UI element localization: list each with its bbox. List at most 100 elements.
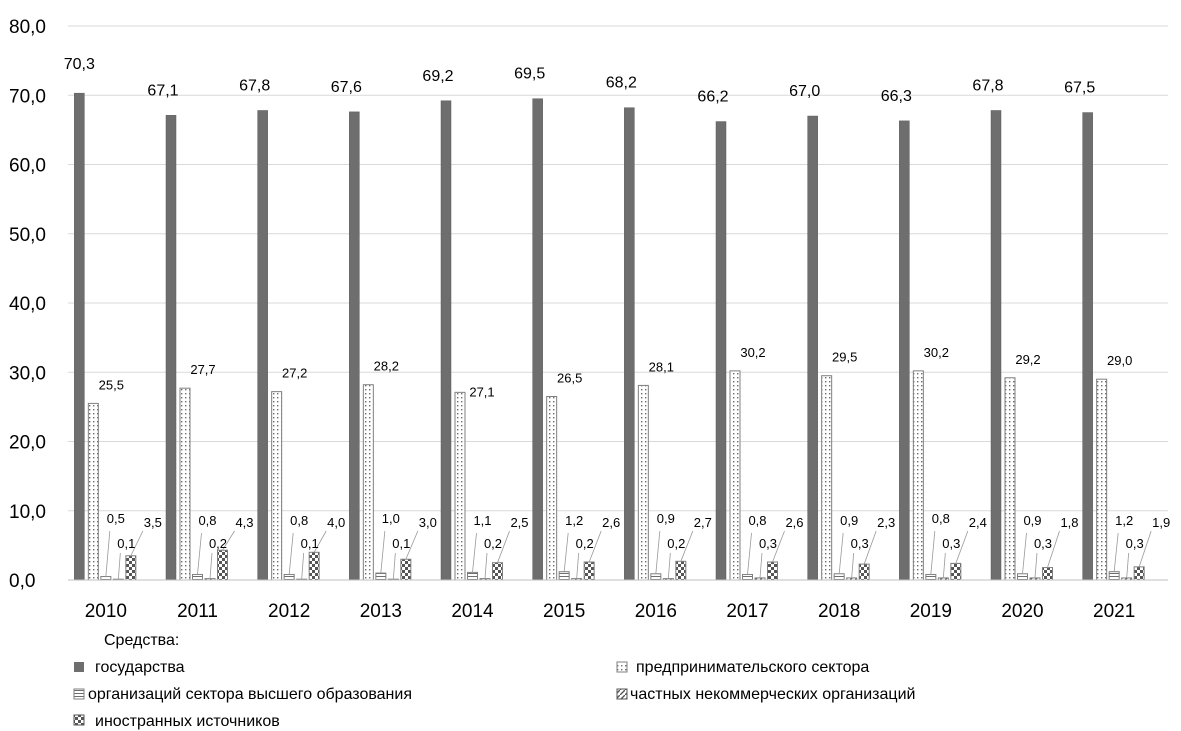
- data-label-gov: 67,8: [239, 77, 270, 94]
- leader-line: [105, 530, 111, 577]
- bar-business: [912, 370, 924, 581]
- data-label-gov: 67,8: [972, 77, 1003, 94]
- leader-line: [1126, 552, 1130, 578]
- data-label-nonprofit: 0,3: [759, 536, 777, 551]
- data-label-business: 25,5: [99, 377, 124, 392]
- data-label-higher-ed: 0,9: [657, 511, 675, 526]
- data-labels: 70,3 25,5 0,5 0,1 3,5 67,1 27,7 0,8 0,2 4,3 67,8 27…: [64, 56, 1170, 551]
- bar-business: [546, 395, 558, 581]
- bar-business: [821, 375, 833, 581]
- legend-swatch-nonprofit: [616, 688, 628, 700]
- leader-line: [222, 530, 235, 551]
- bar-gov: [1082, 112, 1093, 581]
- legend-label-nonprofit: частных некоммерческих организаций: [630, 686, 915, 703]
- leader-line: [759, 552, 763, 578]
- leader-line: [405, 530, 419, 560]
- x-tick-label: 2010: [85, 601, 127, 622]
- bar-higher-ed: [100, 576, 112, 581]
- bar-gov: [715, 121, 727, 581]
- bar-gov: [807, 115, 818, 581]
- bar-business: [637, 384, 649, 581]
- bar-gov: [899, 120, 910, 581]
- data-label-nonprofit: 0,1: [301, 536, 319, 551]
- leader-line: [942, 552, 946, 578]
- data-label-gov: 66,2: [697, 89, 728, 106]
- data-label-nonprofit: 0,3: [1126, 536, 1144, 551]
- bar-higher-ed: [833, 573, 845, 581]
- data-label-foreign: 2,3: [877, 515, 895, 530]
- data-label-business: 27,1: [469, 384, 494, 399]
- leader-line: [301, 552, 305, 580]
- legend-item-foreign: иностранных источников: [73, 713, 280, 730]
- legend-swatch-gov: [74, 662, 84, 672]
- leader-line: [930, 530, 936, 575]
- y-tick-label: 50,0: [9, 225, 46, 246]
- leader-line: [472, 532, 477, 573]
- bar-foreign: [675, 560, 687, 581]
- leader-line: [392, 552, 396, 580]
- data-label-nonprofit: 0,3: [942, 536, 960, 551]
- legend-label-business: предпринимательского сектора: [636, 659, 869, 676]
- data-label-gov: 67,0: [789, 83, 820, 100]
- leader-line: [1047, 530, 1060, 568]
- x-tick-label: 2014: [451, 601, 494, 622]
- bar-business: [271, 391, 283, 581]
- leader-line: [863, 530, 877, 565]
- bar-higher-ed: [925, 573, 937, 581]
- data-label-business: 29,2: [1015, 352, 1040, 367]
- legend-item-higher-ed: организаций сектора высшего образования: [73, 686, 412, 703]
- data-label-foreign: 3,5: [144, 515, 162, 530]
- bar-higher-ed: [467, 571, 478, 581]
- data-label-foreign: 2,6: [785, 515, 803, 530]
- x-tick-label: 2021: [1093, 601, 1135, 622]
- x-tick-label: 2016: [635, 601, 677, 622]
- bar-business: [362, 384, 374, 581]
- bar-foreign: [308, 551, 320, 581]
- data-label-foreign: 2,4: [969, 515, 987, 530]
- x-axis-ticks: 2010 2011 2012 2013 2014 2015 2016 2017 2018 2019…: [85, 601, 1136, 622]
- legend-swatch-foreign: [73, 714, 85, 726]
- leader-line: [655, 530, 661, 574]
- y-axis-ticks: 0,0 10,0 20,0 30,0 40,0 50,0 60,0 70,0 80,0: [9, 17, 46, 592]
- legend-swatch-business: [616, 661, 628, 673]
- data-label-business: 28,1: [649, 359, 674, 374]
- data-label-gov: 67,5: [1064, 80, 1095, 97]
- legend: Средства: государства предпринимательско…: [73, 632, 915, 730]
- y-tick-label: 60,0: [9, 156, 46, 177]
- data-label-gov: 69,5: [514, 66, 545, 83]
- legend-label-foreign: иностранных источников: [95, 713, 280, 730]
- x-tick-label: 2012: [268, 601, 310, 622]
- leader-line: [313, 530, 327, 553]
- data-label-nonprofit: 0,2: [576, 536, 594, 551]
- bar-foreign: [400, 558, 412, 581]
- bar-foreign: [217, 549, 228, 581]
- leader-line: [1022, 532, 1027, 574]
- bar-higher-ed: [375, 572, 387, 581]
- leader-line: [576, 552, 580, 579]
- legend-item-nonprofit: частных некоммерческих организаций: [616, 686, 915, 703]
- bar-higher-ed: [742, 573, 753, 581]
- data-label-gov: 67,1: [147, 82, 178, 99]
- x-tick-label: 2017: [726, 601, 768, 622]
- leader-line: [209, 552, 213, 579]
- leader-line: [588, 530, 602, 563]
- leader-line: [667, 552, 671, 579]
- data-label-higher-ed: 0,9: [840, 513, 858, 528]
- leader-line: [838, 532, 844, 574]
- bar-gov: [440, 100, 452, 581]
- data-label-foreign: 4,0: [327, 515, 345, 530]
- leader-line: [1113, 532, 1119, 572]
- bar-gov: [349, 111, 360, 581]
- data-label-business: 29,0: [1107, 353, 1132, 368]
- bar-business: [1096, 378, 1108, 581]
- bar-gov: [990, 110, 1002, 581]
- data-label-foreign: 3,0: [419, 515, 437, 530]
- x-tick-label: 2018: [818, 601, 860, 622]
- data-label-business: 28,2: [374, 359, 399, 374]
- data-label-higher-ed: 1,2: [1115, 513, 1133, 528]
- legend-swatch-higher-ed: [73, 688, 85, 700]
- bar-higher-ed: [1108, 571, 1120, 581]
- data-label-gov: 68,2: [606, 75, 637, 92]
- data-label-nonprofit: 0,3: [851, 536, 869, 551]
- leader-line: [772, 530, 785, 563]
